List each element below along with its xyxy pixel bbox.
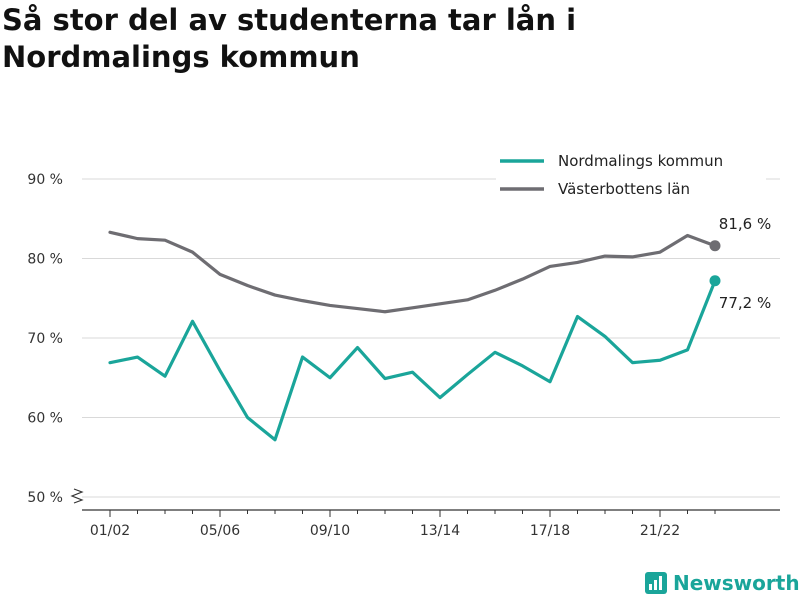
axis-break-icon <box>70 488 84 504</box>
legend: Nordmalings kommun Västerbottens län <box>496 149 766 201</box>
y-tick-label: 60 % <box>27 411 63 427</box>
end-value-label: 81,6 % <box>719 215 771 233</box>
x-axis: 01/02 05/06 09/10 13/14 17/18 21/22 <box>82 509 780 539</box>
brand-name: Newsworthy <box>673 571 800 595</box>
x-tick-label: 05/06 <box>200 523 240 539</box>
series-line <box>108 279 717 442</box>
y-axis: 50 % 60 % 70 % 80 % 90 % <box>27 172 84 506</box>
legend-label: Västerbottens län <box>558 180 690 198</box>
series-end-point <box>709 275 721 287</box>
brand-logo: Newsworthy <box>645 568 800 598</box>
end-labels: 77,2 % 81,6 % <box>719 215 771 312</box>
chart-title: Så stor del av studenterna tar lån i Nor… <box>2 3 577 74</box>
x-tick-label: 13/14 <box>420 523 460 539</box>
y-tick-label: 90 % <box>27 172 63 188</box>
series-end-point <box>709 240 721 252</box>
end-value-label: 77,2 % <box>719 294 771 312</box>
x-tick-label: 17/18 <box>530 523 570 539</box>
x-tick-label: 09/10 <box>310 523 350 539</box>
y-tick-label: 50 % <box>27 490 63 506</box>
series-lines <box>108 230 721 442</box>
y-tick-label: 70 % <box>27 331 63 347</box>
newsworthy-logo-icon <box>645 572 667 594</box>
y-tick-label: 80 % <box>27 252 63 268</box>
gridlines <box>82 178 780 498</box>
x-tick-label: 01/02 <box>90 523 130 539</box>
series-line <box>108 230 717 314</box>
legend-label: Nordmalings kommun <box>558 152 723 170</box>
x-tick-label: 21/22 <box>640 523 680 539</box>
